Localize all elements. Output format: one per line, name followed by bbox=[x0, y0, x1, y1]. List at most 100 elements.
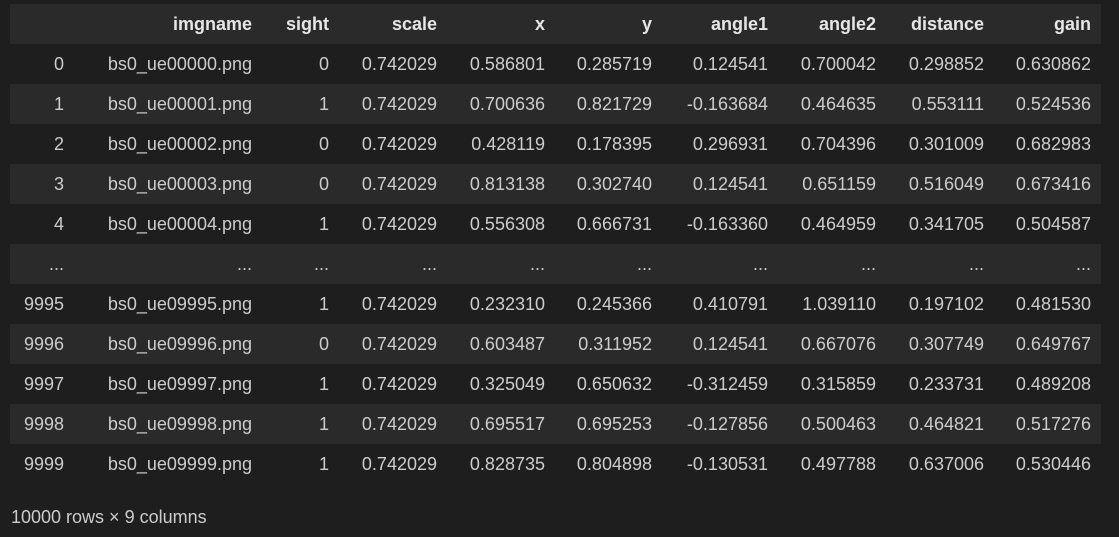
cell-gain: 0.489208 bbox=[1015, 373, 1091, 394]
cell-angle2: 1.039110 bbox=[802, 293, 876, 314]
cell-distance: ... bbox=[968, 253, 984, 274]
cell-angle1: 0.296931 bbox=[692, 133, 768, 154]
row-index-cell: ... bbox=[48, 253, 64, 274]
cell-y: 0.695253 bbox=[576, 413, 652, 434]
column-header-distance: distance bbox=[910, 13, 984, 34]
cell-sight: 1 bbox=[318, 213, 329, 234]
cell-x: 0.603487 bbox=[469, 333, 545, 354]
cell-scale: 0.742029 bbox=[361, 93, 437, 114]
row-index-cell: 0 bbox=[53, 53, 64, 74]
cell-scale: ... bbox=[421, 253, 437, 274]
row-index-cell: 9995 bbox=[23, 293, 64, 314]
cell-gain: 0.517276 bbox=[1015, 413, 1091, 434]
cell-gain: 0.481530 bbox=[1015, 293, 1091, 314]
table-row: 2 bs0_ue00002.png 0 0.742029 0.428119 0.17839… bbox=[10, 124, 1101, 164]
row-index-cell: 3 bbox=[53, 173, 64, 194]
table-row: 9998 bs0_ue09998.png 1 0.742029 0.695517 0.69… bbox=[10, 404, 1101, 444]
cell-angle2: 0.500463 bbox=[800, 413, 876, 434]
cell-gain: 0.530446 bbox=[1015, 453, 1091, 474]
cell-scale: 0.742029 bbox=[361, 173, 437, 194]
cell-imgname: bs0_ue09995.png bbox=[107, 293, 252, 314]
column-header-sight: sight bbox=[286, 13, 329, 34]
shape-summary: 10000 rows × 9 columns bbox=[11, 507, 207, 527]
table-row: 9999 bs0_ue09999.png 1 0.742029 0.828735 0.80… bbox=[10, 444, 1101, 484]
cell-gain: 0.682983 bbox=[1015, 133, 1091, 154]
cell-y: 0.302740 bbox=[576, 173, 652, 194]
cell-angle1: -0.127856 bbox=[686, 413, 768, 434]
cell-sight: 1 bbox=[318, 453, 329, 474]
cell-angle1: ... bbox=[752, 253, 768, 274]
column-header-imgname: imgname bbox=[172, 13, 252, 34]
cell-distance: 0.637006 bbox=[908, 453, 984, 474]
row-index-cell: 9999 bbox=[23, 453, 64, 474]
cell-x: 0.700636 bbox=[469, 93, 545, 114]
cell-y: 0.245366 bbox=[576, 293, 652, 314]
cell-x: 0.695517 bbox=[469, 413, 545, 434]
cell-y: 0.666731 bbox=[576, 213, 652, 234]
cell-y: 0.311952 bbox=[578, 333, 652, 354]
cell-gain: 0.649767 bbox=[1015, 333, 1091, 354]
cell-sight: 1 bbox=[318, 293, 329, 314]
cell-imgname: bs0_ue00002.png bbox=[107, 133, 252, 154]
dataframe-table: imgname sight scale x y angle1 angle2 distance g… bbox=[10, 4, 1101, 484]
cell-angle1: -0.130531 bbox=[686, 453, 768, 474]
table-body: 0 bs0_ue00000.png 0 0.742029 0.586801 0.28571… bbox=[10, 44, 1101, 484]
cell-x: 0.232310 bbox=[469, 293, 545, 314]
table-row: 1 bs0_ue00001.png 1 0.742029 0.700636 0.82172… bbox=[10, 84, 1101, 124]
cell-angle1: 0.124541 bbox=[692, 53, 768, 74]
cell-distance: 0.553111 bbox=[911, 93, 984, 114]
cell-angle2: 0.704396 bbox=[800, 133, 876, 154]
column-header-gain: gain bbox=[1053, 13, 1091, 34]
cell-imgname: bs0_ue09998.png bbox=[107, 413, 252, 434]
cell-angle2: 0.651159 bbox=[802, 173, 876, 194]
cell-y: ... bbox=[636, 253, 652, 274]
column-header-x: x bbox=[534, 13, 545, 34]
cell-x: 0.428119 bbox=[471, 133, 545, 154]
cell-x: 0.813138 bbox=[469, 173, 545, 194]
cell-scale: 0.742029 bbox=[361, 453, 437, 474]
cell-y: 0.285719 bbox=[576, 53, 652, 74]
cell-distance: 0.516049 bbox=[908, 173, 984, 194]
column-header-y: y bbox=[641, 13, 652, 34]
cell-sight: 0 bbox=[318, 173, 329, 194]
cell-y: 0.804898 bbox=[576, 453, 652, 474]
cell-x: 0.586801 bbox=[469, 53, 545, 74]
cell-angle2: 0.464635 bbox=[800, 93, 876, 114]
cell-scale: 0.742029 bbox=[361, 293, 437, 314]
cell-distance: 0.298852 bbox=[908, 53, 984, 74]
header-row: imgname sight scale x y angle1 angle2 distance g… bbox=[10, 4, 1101, 44]
table-row: 9995 bs0_ue09995.png 1 0.742029 0.232310 0.24… bbox=[10, 284, 1101, 324]
cell-distance: 0.307749 bbox=[908, 333, 984, 354]
column-header-angle1: angle1 bbox=[710, 13, 768, 34]
cell-y: 0.178395 bbox=[576, 133, 652, 154]
cell-imgname: bs0_ue00000.png bbox=[107, 53, 252, 74]
cell-imgname: bs0_ue09997.png bbox=[107, 373, 252, 394]
cell-sight: ... bbox=[313, 253, 329, 274]
cell-distance: 0.464821 bbox=[908, 413, 984, 434]
cell-imgname: bs0_ue09996.png bbox=[107, 333, 252, 354]
cell-angle2: ... bbox=[860, 253, 876, 274]
cell-scale: 0.742029 bbox=[361, 213, 437, 234]
cell-distance: 0.341705 bbox=[908, 213, 984, 234]
cell-distance: 0.197102 bbox=[908, 293, 984, 314]
cell-scale: 0.742029 bbox=[361, 133, 437, 154]
cell-gain: ... bbox=[1075, 253, 1091, 274]
table-row: 3 bs0_ue00003.png 0 0.742029 0.813138 0.30274… bbox=[10, 164, 1101, 204]
dataframe-output: imgname sight scale x y angle1 angle2 distance g… bbox=[10, 4, 1101, 484]
cell-scale: 0.742029 bbox=[361, 413, 437, 434]
table-row: 4 bs0_ue00004.png 1 0.742029 0.556308 0.66673… bbox=[10, 204, 1101, 244]
cell-gain: 0.673416 bbox=[1015, 173, 1091, 194]
column-header-angle2: angle2 bbox=[818, 13, 876, 34]
cell-imgname: bs0_ue00004.png bbox=[107, 213, 252, 234]
cell-y: 0.650632 bbox=[576, 373, 652, 394]
cell-x: 0.556308 bbox=[469, 213, 545, 234]
cell-x: 0.828735 bbox=[469, 453, 545, 474]
cell-angle1: -0.163360 bbox=[686, 213, 768, 234]
cell-imgname: bs0_ue00003.png bbox=[107, 173, 252, 194]
cell-sight: 0 bbox=[318, 333, 329, 354]
table-row: 0 bs0_ue00000.png 0 0.742029 0.586801 0.28571… bbox=[10, 44, 1101, 84]
row-index-cell: 9996 bbox=[23, 333, 64, 354]
cell-y: 0.821729 bbox=[576, 93, 652, 114]
cell-angle1: -0.312459 bbox=[686, 373, 768, 394]
cell-scale: 0.742029 bbox=[361, 333, 437, 354]
